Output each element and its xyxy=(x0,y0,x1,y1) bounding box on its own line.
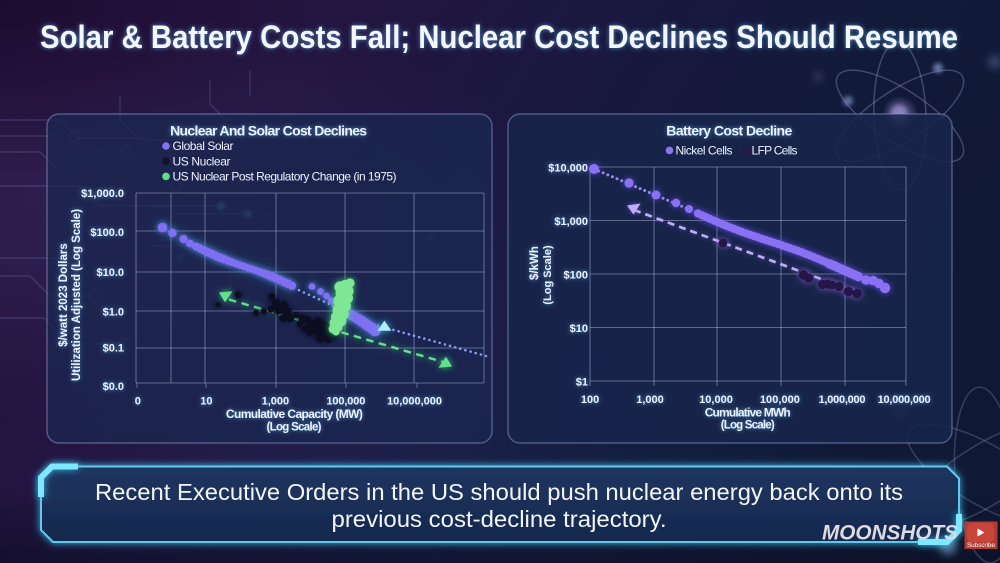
svg-text:$10.0: $10.0 xyxy=(96,267,124,279)
svg-text:100,000: 100,000 xyxy=(760,394,800,406)
svg-text:Nuclear And Solar Cost Decline: Nuclear And Solar Cost Declines xyxy=(170,123,367,139)
svg-text:$10: $10 xyxy=(570,323,588,335)
svg-text:10: 10 xyxy=(200,396,212,408)
svg-text:Battery Cost Decline: Battery Cost Decline xyxy=(666,123,792,139)
svg-text:Solar & Battery Costs Fall; Nu: Solar & Battery Costs Fall; Nuclear Cost… xyxy=(40,19,958,55)
svg-text:10,000,000: 10,000,000 xyxy=(387,396,442,408)
svg-text:$0.1: $0.1 xyxy=(103,343,124,355)
svg-text:1,000,000: 1,000,000 xyxy=(819,394,866,406)
svg-text:100: 100 xyxy=(581,394,599,406)
svg-text:Subscribe: Subscribe xyxy=(967,542,995,549)
svg-text:MOONSHOTS: MOONSHOTS xyxy=(822,521,959,545)
svg-text:10,000,000: 10,000,000 xyxy=(878,394,931,406)
svg-text:Recent Executive Orders in the: Recent Executive Orders in the US should… xyxy=(95,479,903,505)
svg-text:$/kWh: $/kWh xyxy=(529,246,541,280)
svg-text:$0.0: $0.0 xyxy=(103,381,124,393)
svg-text:US Nuclear Post Regulatory Cha: US Nuclear Post Regulatory Change (in 19… xyxy=(173,170,397,184)
svg-text:Global Solar: Global Solar xyxy=(173,139,234,153)
svg-text:Cumulative MWh: Cumulative MWh xyxy=(705,406,791,420)
svg-text:$1: $1 xyxy=(576,377,588,389)
svg-text:US Nuclear: US Nuclear xyxy=(173,154,231,168)
svg-text:$/watt 2023 Dollars: $/watt 2023 Dollars xyxy=(58,243,70,347)
svg-text:(Log Scale): (Log Scale) xyxy=(721,420,775,432)
svg-text:$10,000: $10,000 xyxy=(548,163,588,175)
svg-text:LFP Cells: LFP Cells xyxy=(752,144,798,158)
svg-text:100,000: 100,000 xyxy=(326,396,365,408)
svg-text:(Log Scale): (Log Scale) xyxy=(542,245,554,305)
svg-text:previous cost-decline trajecto: previous cost-decline trajectory. xyxy=(332,506,667,532)
svg-text:0: 0 xyxy=(135,396,141,408)
svg-text:Cumulative Capacity (MW): Cumulative Capacity (MW) xyxy=(226,407,363,421)
svg-text:$100: $100 xyxy=(564,270,588,282)
svg-text:$100.0: $100.0 xyxy=(90,227,124,239)
svg-text:$1,000.0: $1,000.0 xyxy=(81,188,124,200)
svg-text:10,000: 10,000 xyxy=(699,394,733,406)
svg-text:Nickel Cells: Nickel Cells xyxy=(676,144,733,158)
svg-text:Utilization Adjusted (Log Scal: Utilization Adjusted (Log Scale) xyxy=(71,209,83,381)
svg-text:1,000: 1,000 xyxy=(636,394,664,406)
svg-text:(Log Scale): (Log Scale) xyxy=(267,422,322,434)
svg-text:$1,000: $1,000 xyxy=(554,216,588,228)
svg-text:1,000: 1,000 xyxy=(262,396,290,408)
svg-text:$1.0: $1.0 xyxy=(103,307,124,319)
